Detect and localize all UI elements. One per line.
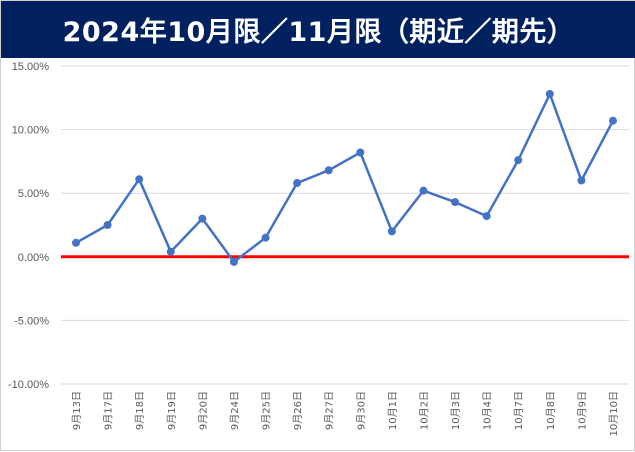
data-point	[482, 212, 491, 221]
data-point	[293, 179, 302, 188]
x-tick-label: 10月7日	[513, 391, 525, 430]
data-point	[103, 221, 112, 229]
x-tick-label: 9月30日	[355, 391, 367, 430]
x-tick-label: 10月10日	[608, 391, 620, 436]
data-point	[451, 198, 460, 207]
y-tick-label: 5.00%	[18, 188, 49, 200]
y-tick-label: -5.00%	[14, 315, 49, 327]
x-tick-label: 9月19日	[166, 391, 178, 430]
data-point	[419, 186, 428, 195]
series-line	[75, 92, 615, 264]
x-tick-label: 9月13日	[71, 391, 83, 430]
chart-title: 2024年10月限／11月限（期近／期先）	[1, 1, 635, 58]
x-tick-label: 10月3日	[450, 391, 462, 430]
data-point	[514, 156, 523, 165]
x-tick-label: 10月2日	[418, 391, 430, 430]
x-tick-label: 9月26日	[292, 391, 304, 430]
data-point	[387, 227, 396, 236]
y-tick-label: 0.00%	[18, 252, 49, 264]
data-point	[545, 89, 554, 98]
x-tick-label: 9月27日	[324, 391, 336, 430]
x-tick-label: 9月24日	[229, 391, 241, 430]
x-tick-label: 10月8日	[545, 391, 557, 430]
data-point	[356, 148, 365, 157]
data-point	[135, 175, 144, 184]
y-tick-label: -10.00%	[8, 379, 49, 391]
data-point	[72, 238, 80, 247]
x-tick-label: 9月20日	[197, 391, 209, 430]
x-tick-label: 9月18日	[134, 391, 146, 430]
x-tick-label: 9月25日	[261, 391, 273, 430]
data-point	[609, 116, 617, 125]
y-tick-label: 15.00%	[12, 61, 50, 73]
x-tick-label: 10月9日	[576, 391, 588, 430]
y-tick-label: 10.00%	[12, 125, 50, 137]
x-tick-label: 10月4日	[482, 391, 494, 430]
data-point	[261, 233, 270, 242]
x-tick-label: 10月1日	[387, 391, 399, 430]
data-point	[229, 257, 238, 266]
data-point	[198, 214, 207, 223]
data-point	[324, 166, 333, 175]
x-tick-label: 9月17日	[103, 391, 115, 430]
data-point	[166, 247, 175, 256]
data-point	[577, 176, 586, 185]
